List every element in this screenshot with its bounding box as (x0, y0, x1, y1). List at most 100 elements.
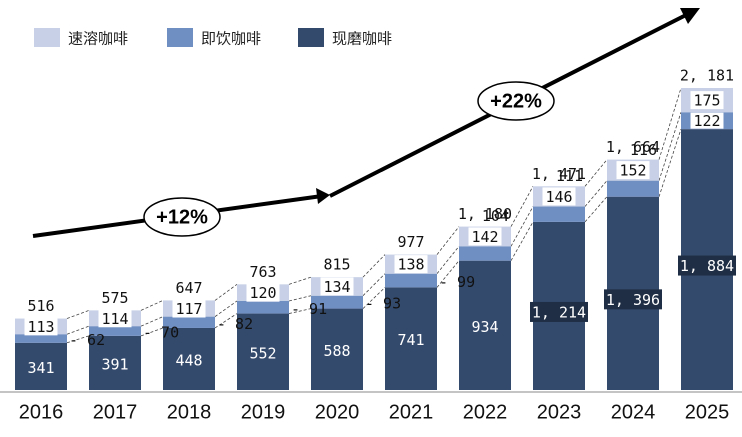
label-rtd-2021: - 99 (439, 273, 475, 291)
label-box-fresh-2023 (530, 301, 588, 322)
connector-8-2 (658, 129, 682, 197)
label-box-instant-2020 (320, 277, 354, 296)
bar-rtd-2021 (385, 273, 437, 288)
legend-label-1: 即饮咖啡 (201, 30, 261, 48)
connector-4-2 (362, 287, 386, 309)
connector-2-1 (214, 300, 238, 317)
label-instant-2022: 142 (471, 228, 498, 246)
bar-fresh-2017 (89, 335, 141, 390)
growth-badge-0 (143, 197, 221, 237)
label-instant-2024: 152 (619, 162, 646, 180)
bars (15, 88, 733, 390)
label-box-instant-2025 (690, 91, 724, 110)
label-rtd-2020: - 93 (365, 295, 401, 313)
label-total-2023: 1, 471 (532, 165, 586, 183)
connector-2-0 (214, 284, 238, 301)
label-instant-2016: 113 (27, 318, 54, 336)
connector-1-2 (140, 327, 164, 337)
label-fresh-2017: 391 (101, 355, 128, 373)
label-fresh-2021: 741 (397, 331, 424, 349)
label-rtd-2024: 116 (630, 141, 657, 159)
growth-label-0: +12% (156, 206, 208, 228)
connector-lines (66, 87, 682, 344)
tick-2023: 2023 (537, 401, 582, 423)
label-box-instant-2022 (468, 227, 502, 246)
legend-swatch-2 (298, 28, 324, 47)
label-fresh-2024: 1, 396 (606, 291, 660, 309)
label-total-2019: 763 (249, 263, 276, 281)
connector-6-1 (510, 206, 534, 247)
connector-7-1 (584, 180, 608, 207)
label-total-2016: 516 (27, 297, 54, 315)
tick-2021: 2021 (389, 401, 434, 423)
tick-2016: 2016 (19, 401, 64, 423)
connector-2-2 (214, 313, 238, 329)
label-box-fresh-2024 (604, 289, 662, 310)
legend: 速溶咖啡 即饮咖啡 现磨咖啡 (34, 28, 392, 48)
bar-rtd-2024 (607, 180, 659, 197)
label-total-2018: 647 (175, 279, 202, 297)
label-instant-2018: 117 (175, 300, 202, 318)
connector-4-1 (362, 273, 386, 296)
connector-6-2 (510, 221, 534, 261)
connector-0-2 (66, 335, 90, 344)
label-total-2017: 575 (101, 289, 128, 307)
connector-3-1 (288, 295, 312, 302)
connector-8-0 (658, 87, 682, 160)
label-fresh-2022: 934 (471, 318, 498, 336)
tick-2017: 2017 (93, 401, 138, 423)
growth-label-1: +22% (490, 90, 542, 112)
label-fresh-2023: 1, 214 (532, 303, 586, 321)
bar-rtd-2019 (237, 300, 289, 314)
bar-fresh-2016 (15, 342, 67, 390)
bar-rtd-2022 (459, 246, 511, 261)
connector-7-0 (584, 159, 608, 187)
label-rtd-2018: - 82 (217, 315, 253, 333)
legend-swatch-0 (34, 28, 60, 47)
label-rtd-2023: 111 (556, 167, 583, 185)
tick-2025: 2025 (685, 401, 730, 423)
tick-2018: 2018 (167, 401, 212, 423)
label-total-2020: 815 (323, 256, 350, 274)
label-instant-2025: 175 (693, 92, 720, 110)
connector-5-1 (436, 246, 460, 274)
label-rtd-2022: 104 (482, 207, 509, 225)
growth-arrows: +12% +22% (32, 8, 700, 238)
connector-1-0 (140, 300, 164, 311)
connector-5-2 (436, 260, 460, 288)
label-total-2024: 1, 664 (606, 138, 660, 156)
bar-rtd-2023 (533, 206, 585, 222)
tick-2020: 2020 (315, 401, 360, 423)
growth-badge-1 (477, 81, 555, 121)
label-fresh-2016: 341 (27, 359, 54, 377)
label-box-instant-2019 (246, 283, 280, 302)
connector-7-2 (584, 196, 608, 223)
label-box-instant-2018 (172, 299, 206, 318)
connector-5-0 (436, 226, 460, 255)
label-instant-2021: 138 (397, 256, 424, 274)
label-rtd-2019: - 91 (291, 300, 327, 318)
bar-rtd-2017 (89, 326, 141, 336)
connector-0-0 (66, 310, 90, 319)
label-box-instant-2017 (98, 309, 132, 328)
x-axis-ticks: 2016 2017 2018 2019 2020 2021 2022 2023 2024 2025 (19, 401, 730, 423)
label-fresh-2020: 588 (323, 342, 350, 360)
tick-2019: 2019 (241, 401, 286, 423)
label-instant-2020: 134 (323, 278, 350, 296)
connector-0-1 (66, 325, 90, 335)
bar-fresh-2021 (385, 287, 437, 390)
connector-1-1 (140, 316, 164, 327)
data-labels: 516 113 - 62 341 575 114 - 70 391 647 117 - 82 448 7… (24, 67, 736, 377)
bar-rtd-2020 (311, 295, 363, 309)
label-instant-2023: 146 (545, 188, 572, 206)
arrow-head-2 (680, 8, 700, 24)
label-rtd-2025: 122 (693, 112, 720, 130)
label-box-instant-2023 (542, 187, 576, 206)
label-instant-2017: 114 (101, 310, 128, 328)
connector-4-0 (362, 254, 386, 278)
label-total-2021: 977 (397, 233, 424, 251)
arrow-head-1 (316, 188, 330, 204)
connector-8-1 (658, 112, 682, 181)
label-fresh-2018: 448 (175, 351, 202, 369)
